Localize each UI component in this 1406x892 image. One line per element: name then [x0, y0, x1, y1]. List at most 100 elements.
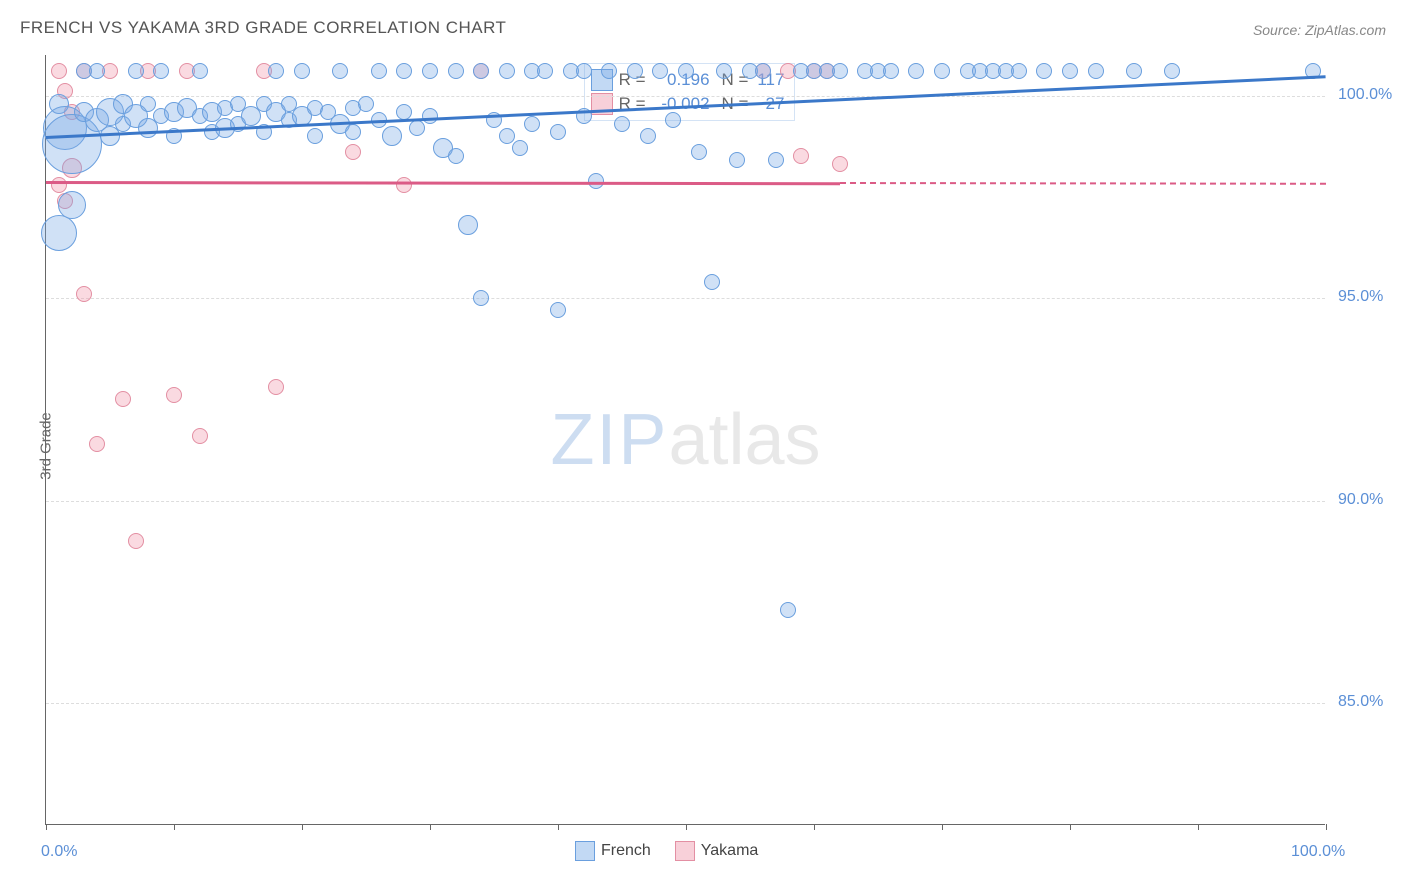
y-tick-label: 100.0% [1338, 86, 1392, 104]
french-point [601, 63, 617, 79]
french-point [153, 63, 169, 79]
french-point [614, 116, 630, 132]
french-point [499, 128, 515, 144]
x-tick [46, 824, 47, 830]
french-point [550, 124, 566, 140]
french-point [294, 63, 310, 79]
legend-swatch [675, 841, 695, 861]
french-point [780, 602, 796, 618]
french-point [268, 63, 284, 79]
yakama-point [51, 177, 67, 193]
yakama-point [115, 391, 131, 407]
french-point [89, 63, 105, 79]
x-tick [814, 824, 815, 830]
source-label: Source: ZipAtlas.com [1253, 22, 1386, 38]
legend-label: French [601, 842, 651, 859]
french-point [1062, 63, 1078, 79]
french-point [448, 63, 464, 79]
x-tick [174, 824, 175, 830]
y-tick-label: 90.0% [1338, 491, 1383, 509]
french-point [382, 126, 402, 146]
french-point [524, 116, 540, 132]
french-point [908, 63, 924, 79]
x-tick [942, 824, 943, 830]
french-point [755, 63, 771, 79]
french-point [499, 63, 515, 79]
french-point [345, 124, 361, 140]
x-tick [1070, 824, 1071, 830]
french-point [128, 63, 144, 79]
french-point [192, 63, 208, 79]
gridline [46, 501, 1325, 502]
french-point [652, 63, 668, 79]
french-point [422, 63, 438, 79]
series-legend: French Yakama [575, 841, 758, 861]
x-tick [430, 824, 431, 830]
yakama-point [192, 428, 208, 444]
french-point [883, 63, 899, 79]
french-point [1164, 63, 1180, 79]
x-tick [1326, 824, 1327, 830]
french-point [307, 128, 323, 144]
french-point [1036, 63, 1052, 79]
french-point [588, 173, 604, 189]
french-point [729, 152, 745, 168]
x-tick [302, 824, 303, 830]
french-point [716, 63, 732, 79]
y-tick-label: 95.0% [1338, 288, 1383, 306]
yakama-point [832, 156, 848, 172]
watermark: ZIPatlas [550, 399, 820, 481]
yakama-point [76, 286, 92, 302]
french-point [473, 290, 489, 306]
french-point [371, 63, 387, 79]
french-point [41, 215, 77, 251]
french-point [396, 104, 412, 120]
gridline [46, 703, 1325, 704]
french-point [1126, 63, 1142, 79]
yakama-point [51, 63, 67, 79]
french-point [458, 215, 478, 235]
x-tick [558, 824, 559, 830]
french-point [640, 128, 656, 144]
yakama-point [89, 436, 105, 452]
plot-area: ZIPatlas R =0.196N =117R =-0.002N =27 85… [45, 55, 1325, 825]
french-point [448, 148, 464, 164]
french-point [550, 302, 566, 318]
legend-item: Yakama [675, 841, 759, 861]
french-point [1011, 63, 1027, 79]
french-point [678, 63, 694, 79]
french-point [665, 112, 681, 128]
watermark-zip: ZIP [550, 400, 668, 480]
legend-item: French [575, 841, 651, 861]
french-point [409, 120, 425, 136]
gridline [46, 298, 1325, 299]
yakama-point [268, 379, 284, 395]
chart-title: FRENCH VS YAKAMA 3RD GRADE CORRELATION C… [20, 18, 506, 38]
french-point [934, 63, 950, 79]
french-point [1088, 63, 1104, 79]
french-point [832, 63, 848, 79]
x-tick-label-right: 100.0% [1291, 843, 1345, 861]
french-point [537, 63, 553, 79]
french-point [396, 63, 412, 79]
french-point [576, 63, 592, 79]
french-point [332, 63, 348, 79]
french-point [473, 63, 489, 79]
yakama-trend [840, 182, 1326, 185]
legend-label: Yakama [701, 842, 759, 859]
french-point [358, 96, 374, 112]
yakama-point [345, 144, 361, 160]
french-point [140, 96, 156, 112]
french-point [704, 274, 720, 290]
x-tick [686, 824, 687, 830]
legend-swatch [575, 841, 595, 861]
y-tick-label: 85.0% [1338, 693, 1383, 711]
french-point [691, 144, 707, 160]
yakama-point [793, 148, 809, 164]
yakama-point [128, 533, 144, 549]
yakama-trend [46, 181, 840, 185]
yakama-point [166, 387, 182, 403]
french-point [768, 152, 784, 168]
watermark-atlas: atlas [668, 400, 820, 480]
yakama-point [396, 177, 412, 193]
